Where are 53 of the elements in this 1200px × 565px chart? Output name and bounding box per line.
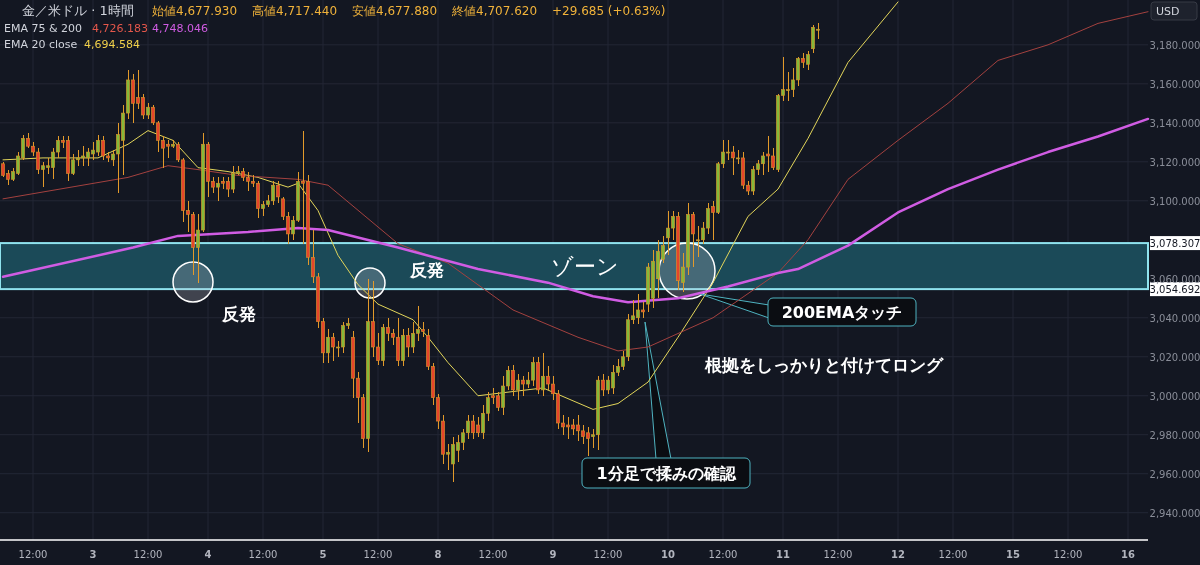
x-tick-label: 9 — [549, 549, 557, 560]
annotation: 1分足で揉みの確認 — [596, 464, 737, 483]
x-tick-label: 12:00 — [248, 549, 278, 560]
line-series — [1, 117, 1150, 304]
annotation: 反発 — [221, 304, 256, 324]
annotation: 安値4,677.880 — [352, 4, 438, 18]
x-tick-label: 15 — [1006, 549, 1020, 560]
annotation: 4,694.584 — [84, 38, 140, 51]
y-tick-label: 3,140.000 — [1149, 117, 1200, 129]
annotation: 反発 — [409, 260, 444, 280]
annotation: 金／米ドル · 1時間 — [22, 3, 134, 18]
x-tick-label: 8 — [434, 549, 442, 560]
x-tick-label: 12:00 — [478, 549, 508, 560]
annotation: 200EMAタッチ — [781, 303, 903, 322]
y-tick-label: 3,020.000 — [1149, 351, 1200, 363]
x-tick-label: 4 — [204, 549, 212, 560]
annotation: +29.685 (+0.63%) — [552, 4, 666, 18]
band-label: ゾーン — [551, 254, 620, 280]
annotation: 始値4,677.930 — [152, 4, 238, 18]
x-tick-label: 11 — [776, 549, 790, 560]
x-tick-label: 5 — [319, 549, 327, 560]
x-tick-label: 12:00 — [938, 549, 968, 560]
x-tick-label: 12 — [891, 549, 905, 560]
y-tick-label: 3,054.692 — [1149, 284, 1200, 296]
y-tick-label: 2,960.000 — [1149, 468, 1200, 480]
x-tick-label: 3 — [89, 549, 97, 560]
x-tick-label: 10 — [661, 549, 675, 560]
y-tick-label: 3,180.000 — [1149, 39, 1200, 51]
x-tick-label: 12:00 — [18, 549, 48, 560]
y-tick-label: 3,078.307 — [1149, 238, 1200, 250]
annotation: 4,748.046 — [152, 22, 208, 35]
y-tick-label: 2,980.000 — [1149, 429, 1200, 441]
y-tick-label: 3,120.000 — [1149, 156, 1200, 168]
y-tick-label: 3,160.000 — [1149, 78, 1200, 90]
x-tick-label: 12:00 — [593, 549, 623, 560]
y-tick-label: 2,940.000 — [1149, 507, 1200, 519]
annotation: 4,726.183 — [92, 22, 148, 35]
x-tick-label: 12:00 — [823, 549, 853, 560]
x-tick-label: 12:00 — [363, 549, 393, 560]
annotation: EMA 20 close — [4, 38, 78, 51]
x-tick-label: 16 — [1121, 549, 1135, 560]
y-tick-label: 3,100.000 — [1149, 195, 1200, 207]
y-tick-label: 3,060.000 — [1149, 273, 1200, 285]
x-tick-label: 12:00 — [708, 549, 738, 560]
y-tick-label: 3,000.000 — [1149, 390, 1200, 402]
text: USD — [1156, 5, 1180, 18]
x-tick-label: 12:00 — [133, 549, 163, 560]
annotation: 高値4,717.440 — [252, 4, 338, 18]
annotation: 根拠をしっかりと付けてロング — [704, 355, 944, 375]
annotation: EMA 75 & 200 — [4, 22, 83, 35]
y-tick-label: 3,040.000 — [1149, 312, 1200, 324]
annotation: 終値4,707.620 — [451, 4, 538, 18]
x-tick-label: 12:00 — [1053, 549, 1083, 560]
